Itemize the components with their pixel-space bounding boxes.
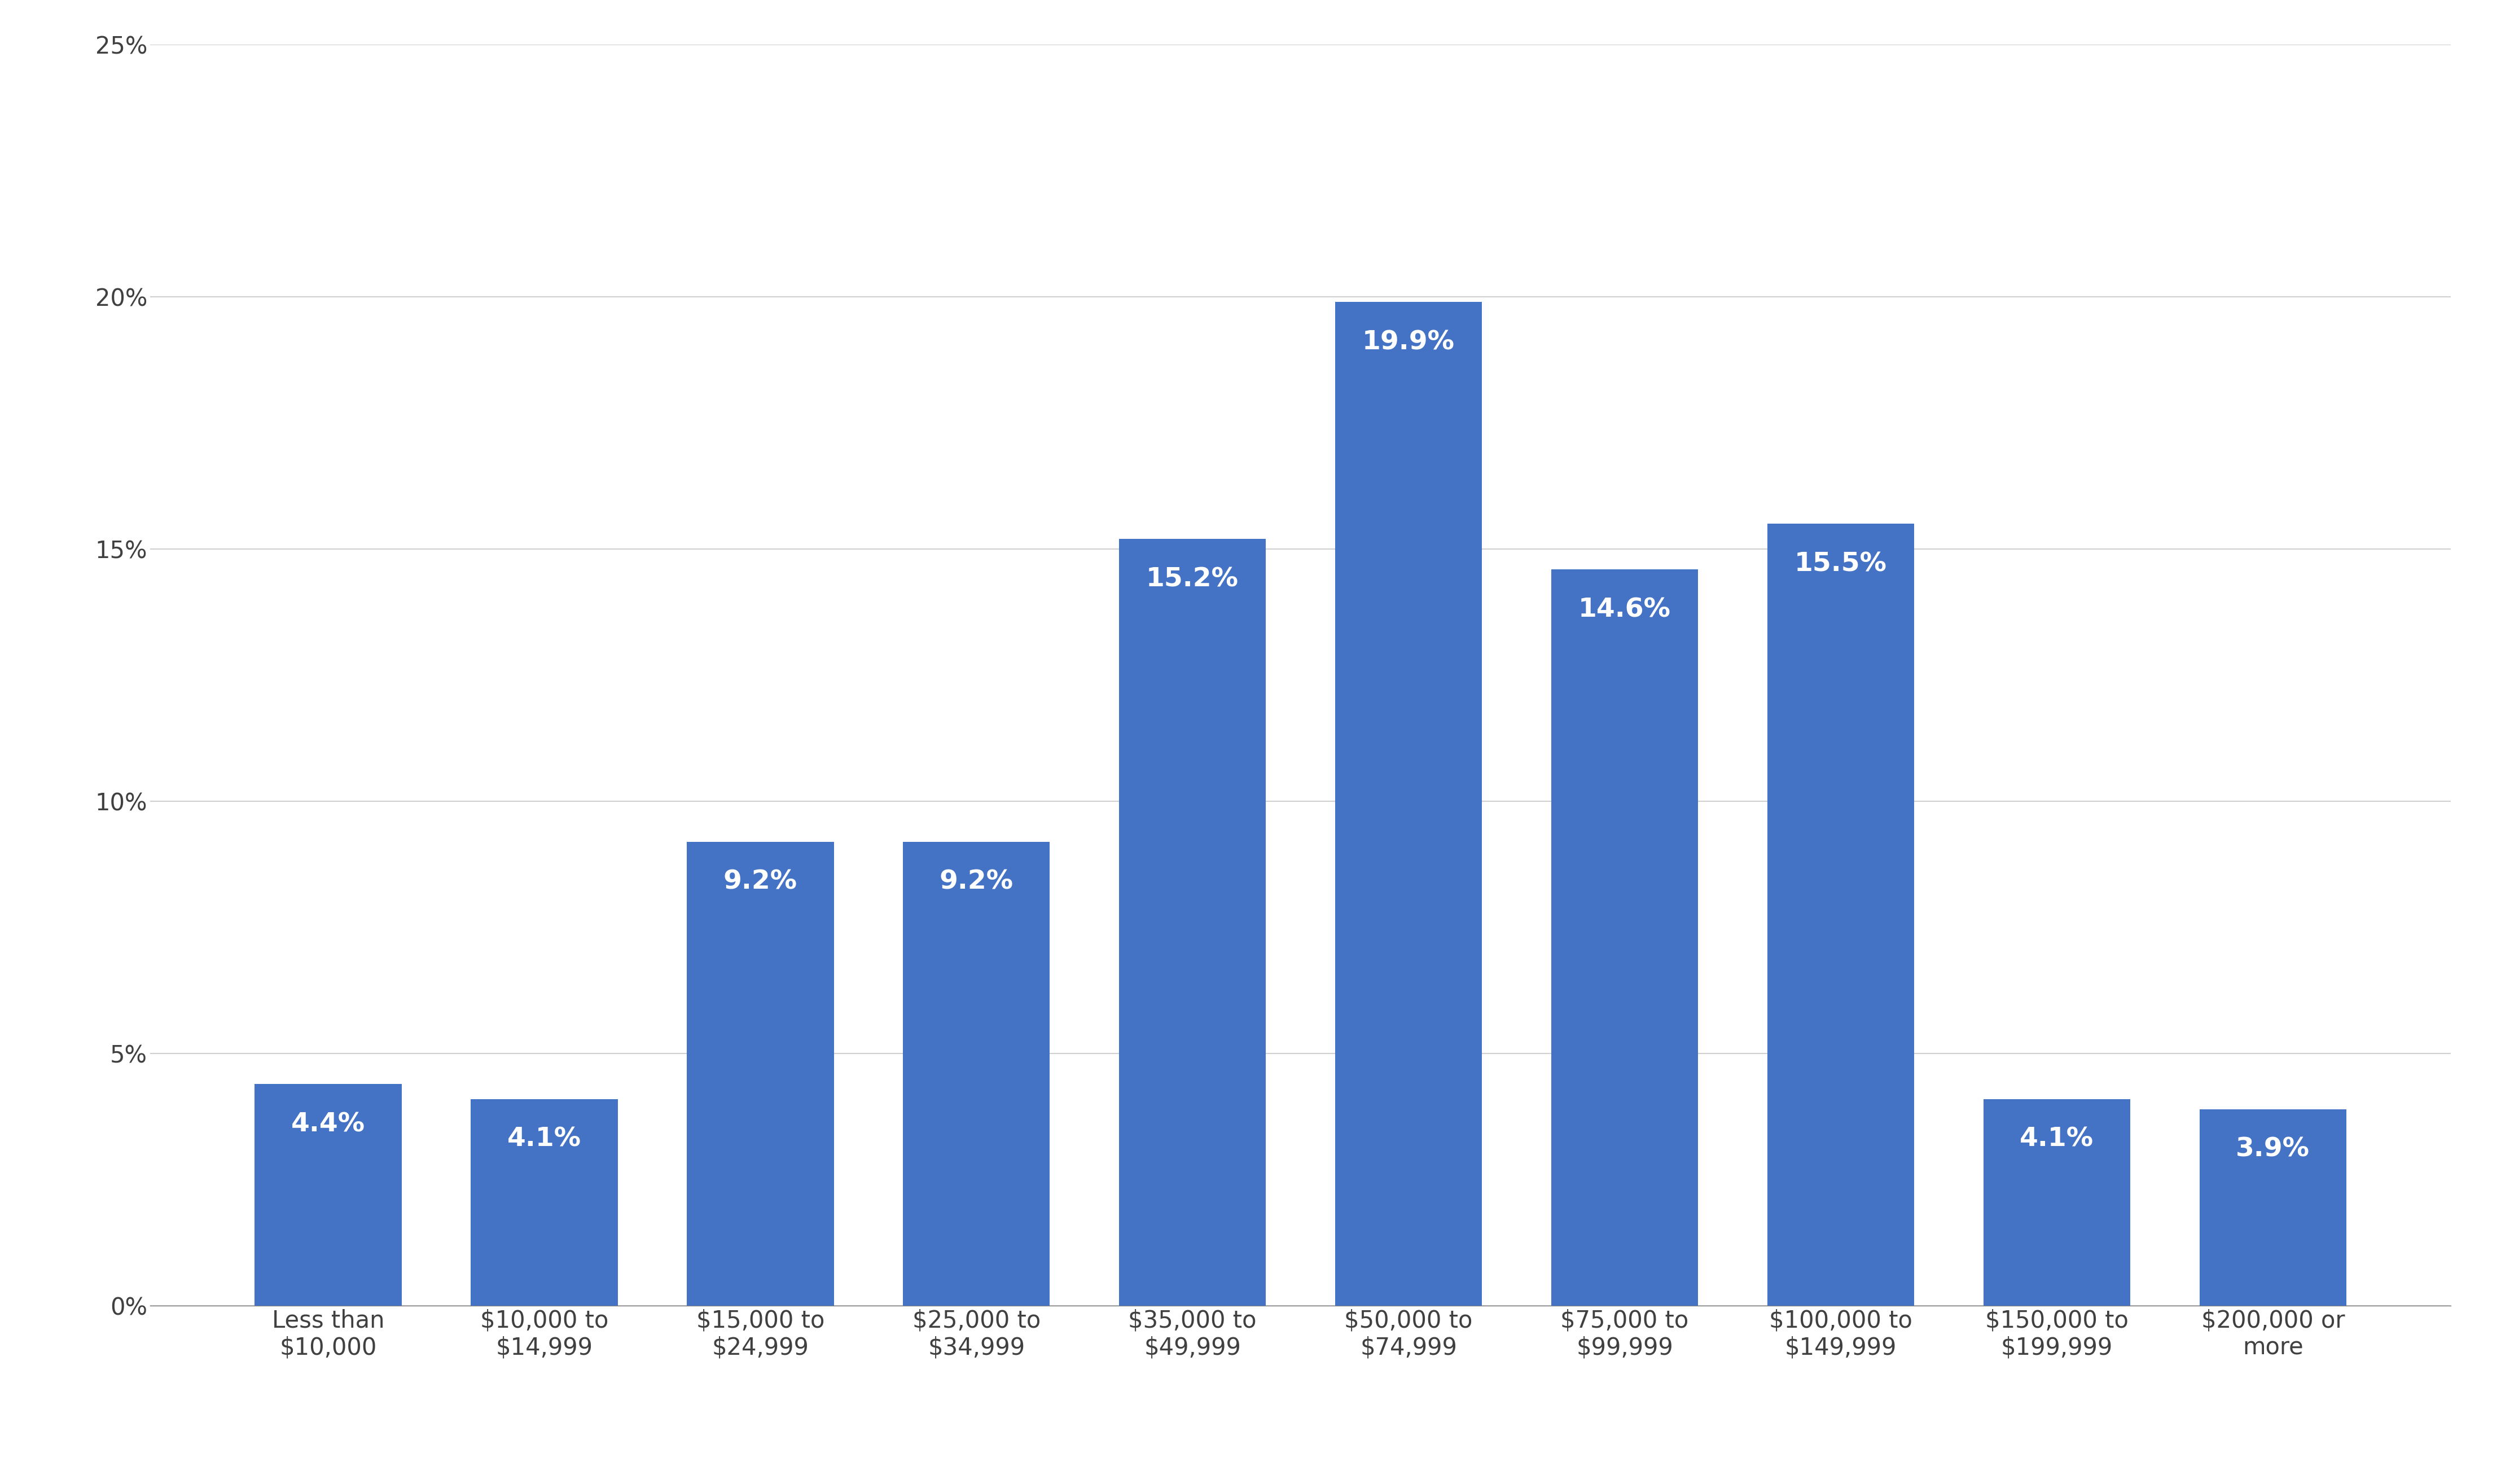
Bar [903,841,1050,1306]
Text: 3.9%: 3.9% [2236,1137,2311,1162]
Text: 15.2%: 15.2% [1145,567,1238,592]
Bar [1118,539,1266,1306]
Bar [255,1083,403,1306]
Text: 15.5%: 15.5% [1796,552,1888,577]
Bar [688,841,833,1306]
Text: 4.1%: 4.1% [508,1126,580,1152]
Text: 14.6%: 14.6% [1578,597,1671,622]
Bar [2198,1109,2346,1306]
Bar [1336,301,1483,1306]
Text: 9.2%: 9.2% [723,870,798,895]
Bar [1983,1100,2131,1306]
Bar [1768,524,1913,1306]
Bar [1551,570,1698,1306]
Bar [470,1100,618,1306]
Text: 4.4%: 4.4% [290,1112,365,1137]
Text: 19.9%: 19.9% [1363,329,1456,355]
Text: 4.1%: 4.1% [2021,1126,2093,1152]
Text: 9.2%: 9.2% [940,870,1013,895]
